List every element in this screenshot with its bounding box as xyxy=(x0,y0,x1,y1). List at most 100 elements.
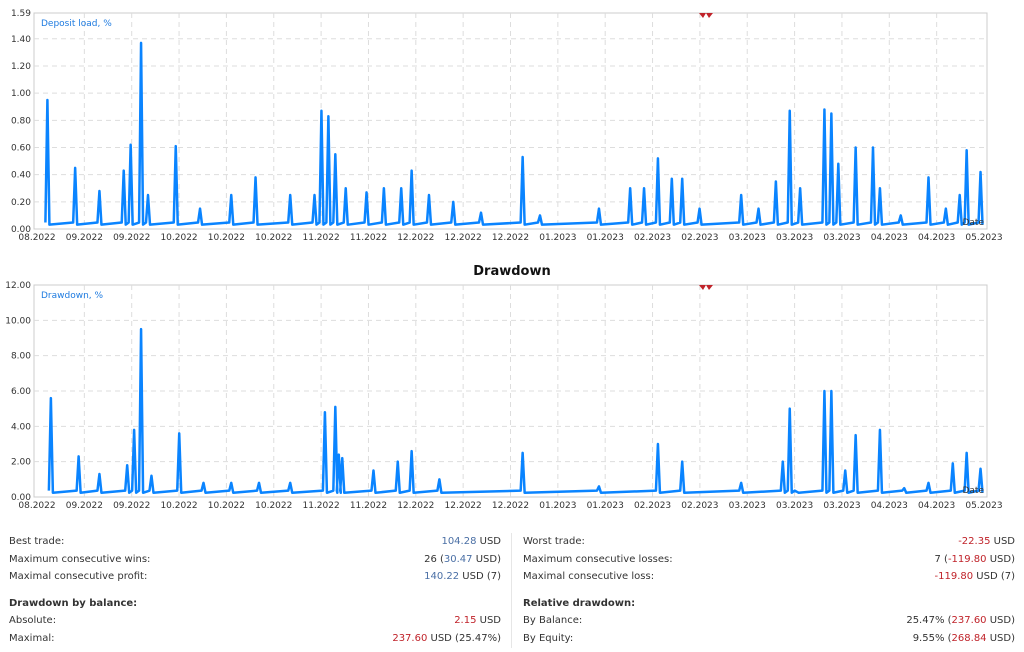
x-tick-label: 08.2022 xyxy=(18,233,55,243)
x-tick-label: 10.2022 xyxy=(255,501,292,511)
x-tick-label: 01.2023 xyxy=(539,501,576,511)
stat-row: By Equity: 9.55% (268.84 USD) xyxy=(523,630,1015,648)
x-tick-label: 12.2022 xyxy=(492,233,529,243)
series-line xyxy=(44,41,984,226)
x-tick-label: 12.2022 xyxy=(397,233,434,243)
y-tick-label: 0.40 xyxy=(11,171,31,181)
stat-row: Maximal consecutive profit: 140.22 USD (7… xyxy=(9,568,501,586)
stat-label: Maximal consecutive loss: xyxy=(523,571,655,583)
y-tick-label: 1.00 xyxy=(11,89,31,99)
stat-label: Best trade: xyxy=(9,536,65,548)
x-tick-label: 01.2023 xyxy=(539,233,576,243)
x-tick-label: 11.2022 xyxy=(350,233,387,243)
stat-row: Maximal: 237.60 USD (25.47%) xyxy=(9,630,501,648)
x-tick-label: 04.2023 xyxy=(918,233,955,243)
charts: 0.00 0.20 0.40 0.60 0.80 1.00 1.20 1.40 1.59 08.2… xyxy=(5,9,1003,511)
x-tick-label: 11.2022 xyxy=(302,233,339,243)
stats-left: Best trade: 104.28 USD Maximum consecutive… xyxy=(9,533,501,647)
x-tick-label: 02.2023 xyxy=(681,233,718,243)
y-tick-label: 0.00 xyxy=(11,225,31,235)
marker-icon xyxy=(699,285,713,290)
x-tick-label: 01.2023 xyxy=(587,233,624,243)
stat-label: Maximal consecutive profit: xyxy=(9,571,148,583)
section-heading: Relative drawdown: xyxy=(523,597,636,609)
x-tick-label: 11.2022 xyxy=(350,501,387,511)
divider xyxy=(511,533,512,648)
stat-label: Maximum consecutive wins: xyxy=(9,553,151,565)
stat-row: Relative drawdown: xyxy=(523,595,1015,613)
stat-row: By Balance: 25.47% (237.60 USD) xyxy=(523,612,1015,630)
x-tick-label: 09.2022 xyxy=(113,233,150,243)
legend-label: Drawdown, % xyxy=(41,291,104,301)
x-tick-label: 10.2022 xyxy=(208,501,245,511)
y-tick-label: 0.80 xyxy=(11,116,31,126)
stat-value: 2.15 USD xyxy=(454,615,501,627)
stat-value: 104.28 USD xyxy=(441,536,501,548)
x-tick-label: 02.2023 xyxy=(681,501,718,511)
x-tick-label: 04.2023 xyxy=(871,233,908,243)
stat-label: Worst trade: xyxy=(523,536,585,548)
y-tick-label: 2.00 xyxy=(11,458,31,468)
x-tick-label: 04.2023 xyxy=(871,501,908,511)
legend-label: Deposit load, % xyxy=(41,19,112,29)
x-tick-label: 10.2022 xyxy=(160,233,197,243)
x-tick-label: 12.2022 xyxy=(445,501,482,511)
chart-1: 0.00 0.20 0.40 0.60 0.80 1.00 1.20 1.40 1.59 08.2… xyxy=(11,9,1003,243)
stat-row: Maximal consecutive loss: -119.80 USD (7) xyxy=(523,568,1015,586)
stat-row: Maximum consecutive losses: 7 (-119.80 US… xyxy=(523,551,1015,569)
stat-value: 140.22 USD (7) xyxy=(424,571,501,583)
stat-label: Maximal: xyxy=(9,632,55,644)
y-tick-label: 4.00 xyxy=(11,422,31,432)
chart-title: Drawdown xyxy=(473,264,551,279)
x-tick-label: 11.2022 xyxy=(302,501,339,511)
stat-value: 25.47% (237.60 USD) xyxy=(906,615,1015,627)
x-tick-label: 08.2022 xyxy=(18,501,55,511)
x-tick-label: 10.2022 xyxy=(208,233,245,243)
stat-row: Best trade: 104.28 USD xyxy=(9,533,501,551)
x-tick-label: 12.2022 xyxy=(492,501,529,511)
stats-right: Worst trade: -22.35 USD Maximum consecutiv… xyxy=(523,533,1015,647)
x-tick-label: 05.2023 xyxy=(965,233,1002,243)
x-tick-label: 12.2022 xyxy=(397,501,434,511)
y-tick-label: 0.00 xyxy=(11,493,31,503)
y-tick-label: 10.00 xyxy=(5,316,31,326)
stat-label: By Balance: xyxy=(523,615,583,627)
x-axis-label: Date xyxy=(962,218,984,228)
y-tick-label: 0.60 xyxy=(11,143,31,153)
stat-value: 9.55% (268.84 USD) xyxy=(912,632,1015,644)
x-tick-label: 10.2022 xyxy=(160,501,197,511)
stat-value: 7 (-119.80 USD) xyxy=(934,553,1015,565)
section-heading: Drawdown by balance: xyxy=(9,597,138,609)
stat-label: Absolute: xyxy=(9,615,57,627)
stat-label: By Equity: xyxy=(523,632,574,644)
chart-2: 0.00 2.00 4.00 6.00 8.00 10.00 12.00 08.2022 09.… xyxy=(5,264,1002,511)
stat-value: -22.35 USD xyxy=(958,536,1015,548)
x-tick-label: 12.2022 xyxy=(445,233,482,243)
x-tick-label: 09.2022 xyxy=(66,501,103,511)
x-tick-label: 03.2023 xyxy=(729,233,766,243)
y-tick-label: 1.20 xyxy=(11,62,31,72)
stat-value: -119.80 USD (7) xyxy=(934,571,1016,583)
x-tick-label: 03.2023 xyxy=(729,501,766,511)
stat-row: Absolute: 2.15 USD xyxy=(9,612,501,630)
x-tick-label: 09.2022 xyxy=(66,233,103,243)
y-tick-label: 0.20 xyxy=(11,198,31,208)
x-tick-label: 04.2023 xyxy=(918,501,955,511)
marker-icon xyxy=(699,13,713,18)
y-tick-label: 1.59 xyxy=(11,9,31,19)
x-tick-label: 05.2023 xyxy=(965,501,1002,511)
stat-row: Drawdown by balance: xyxy=(9,595,501,613)
y-tick-label: 1.40 xyxy=(11,35,31,45)
y-tick-label: 12.00 xyxy=(5,281,31,291)
stat-row: Maximum consecutive wins: 26 (30.47 USD) xyxy=(9,551,501,569)
series-line xyxy=(47,327,984,495)
x-tick-label: 01.2023 xyxy=(587,501,624,511)
x-tick-label: 03.2023 xyxy=(823,501,860,511)
x-tick-label: 03.2023 xyxy=(823,233,860,243)
x-tick-label: 09.2022 xyxy=(113,501,150,511)
x-tick-label: 10.2022 xyxy=(255,233,292,243)
x-tick-label: 02.2023 xyxy=(634,233,671,243)
y-tick-label: 6.00 xyxy=(11,387,31,397)
stat-value: 26 (30.47 USD) xyxy=(424,553,501,565)
stat-row: Worst trade: -22.35 USD xyxy=(523,533,1015,551)
